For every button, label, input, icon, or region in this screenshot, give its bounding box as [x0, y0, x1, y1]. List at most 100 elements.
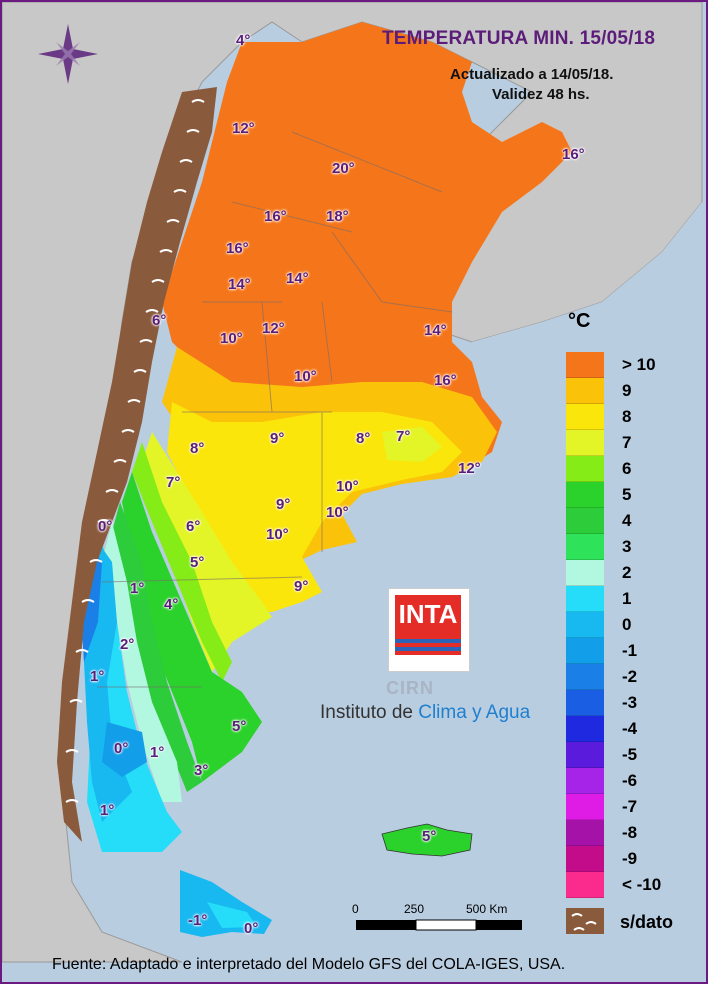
ocean	[2, 202, 702, 982]
institute-name-b: Clima y Agua	[418, 702, 531, 723]
map-title: TEMPERATURA MIN. 15/05/18	[382, 28, 656, 49]
legend-item: -6	[566, 768, 706, 794]
no-data-swatch	[566, 908, 604, 934]
inta-logo-bar	[395, 639, 461, 643]
scale-bar-black-2	[476, 920, 522, 930]
temperature-label: 5°	[190, 554, 205, 571]
malvinas-islands	[381, 823, 473, 857]
legend-swatch	[566, 508, 604, 534]
legend-item: 3	[566, 534, 706, 560]
temperature-label: 14°	[228, 276, 251, 293]
legend-swatch	[566, 794, 604, 820]
temperature-label: 12°	[458, 460, 481, 477]
legend-unit: °C	[568, 310, 591, 332]
legend-label: -5	[622, 745, 638, 764]
legend-swatch	[566, 404, 604, 430]
temperature-label: 1°	[100, 802, 115, 819]
legend-swatch	[566, 742, 604, 768]
legend-item: -5	[566, 742, 706, 768]
temperature-label: 9°	[276, 496, 291, 513]
scale-label-0: 0	[352, 902, 359, 916]
updated-date: Actualizado a 14/05/18.	[450, 66, 614, 83]
legend-swatch	[566, 378, 604, 404]
compass-rose-icon	[38, 24, 98, 84]
legend-label: -1	[622, 641, 638, 660]
legend-label: -6	[622, 771, 638, 790]
legend-item: -3	[566, 690, 706, 716]
legend-item: -8	[566, 820, 706, 846]
temperature-label: 16°	[226, 240, 249, 257]
temperature-label: 1°	[130, 580, 145, 597]
temperature-label: 4°	[236, 32, 251, 49]
legend-item: 6	[566, 456, 706, 482]
temperature-label: 16°	[264, 208, 287, 225]
temperature-label: 7°	[396, 428, 411, 445]
legend-label: > 10	[622, 355, 656, 374]
legend-label: -2	[622, 667, 638, 686]
legend-swatch	[566, 482, 604, 508]
legend-item: -9	[566, 846, 706, 872]
temperature-label: 10°	[220, 330, 243, 347]
legend-item: 9	[566, 378, 706, 404]
temperature-label: -1°	[188, 912, 208, 929]
legend-swatch	[566, 820, 604, 846]
legend-label: 9	[622, 381, 632, 400]
legend-label: 8	[622, 407, 632, 426]
temperature-label: 20°	[332, 160, 355, 177]
temperature-label: 10°	[294, 368, 317, 385]
temperature-label: 6°	[152, 312, 167, 329]
temperature-label: 8°	[356, 430, 371, 447]
legend-label: 7	[622, 433, 632, 452]
legend-swatch	[566, 586, 604, 612]
legend-label: 1	[622, 589, 632, 608]
scale-bar-black	[356, 920, 416, 930]
scale-label-500: 500 Km	[466, 902, 508, 916]
temperature-label: 9°	[294, 578, 309, 595]
cirn-logo-text: CIRN	[386, 678, 434, 698]
legend-item: < -10	[566, 872, 706, 898]
temperature-label: 10°	[336, 478, 359, 495]
legend-item: -2	[566, 664, 706, 690]
temperature-label: 0°	[98, 518, 113, 535]
zone-7	[142, 432, 272, 672]
source-note: Fuente: Adaptado e interpretado del Mode…	[52, 956, 566, 973]
legend-swatch	[566, 872, 604, 898]
no-data-pattern	[65, 99, 205, 803]
temperature-label: 0°	[244, 920, 259, 937]
temperature-label: 2°	[120, 636, 135, 653]
no-data-swatch-pattern	[571, 913, 597, 931]
legend-item: -7	[566, 794, 706, 820]
validity-text: Validez 48 hs.	[492, 86, 590, 103]
zone-4	[112, 502, 202, 792]
zone-6	[132, 442, 232, 682]
legend-swatch	[566, 612, 604, 638]
legend-item: > 10	[566, 352, 706, 378]
legend-swatch	[566, 352, 604, 378]
legend-swatch	[566, 664, 604, 690]
legend-item: 4	[566, 508, 706, 534]
inta-logo-bar	[395, 647, 461, 651]
temperature-label: 18°	[326, 208, 349, 225]
zone-above-10	[162, 22, 572, 492]
legend-no-data-label: s/dato	[620, 912, 674, 932]
legend-label: 4	[622, 511, 632, 530]
zone-5	[122, 472, 262, 782]
zone-2	[102, 522, 182, 802]
temperature-label: 12°	[232, 120, 255, 137]
temperature-label: 0°	[114, 740, 129, 757]
temperature-label: 12°	[262, 320, 285, 337]
legend-label: 2	[622, 563, 632, 582]
temperature-label: 9°	[270, 430, 285, 447]
scale-label-250: 250	[404, 902, 425, 916]
legend-item: 5	[566, 482, 706, 508]
zone-minus-1	[102, 722, 147, 777]
legend-label: -8	[622, 823, 638, 842]
temperature-label: 16°	[434, 372, 457, 389]
province-borders	[97, 131, 453, 688]
legend-item: -1	[566, 638, 706, 664]
institute-name-a: Instituto de	[320, 702, 419, 723]
temperature-label: 14°	[424, 322, 447, 339]
legend-swatch	[566, 690, 604, 716]
temperature-label: 14°	[286, 270, 309, 287]
legend-swatch	[566, 534, 604, 560]
